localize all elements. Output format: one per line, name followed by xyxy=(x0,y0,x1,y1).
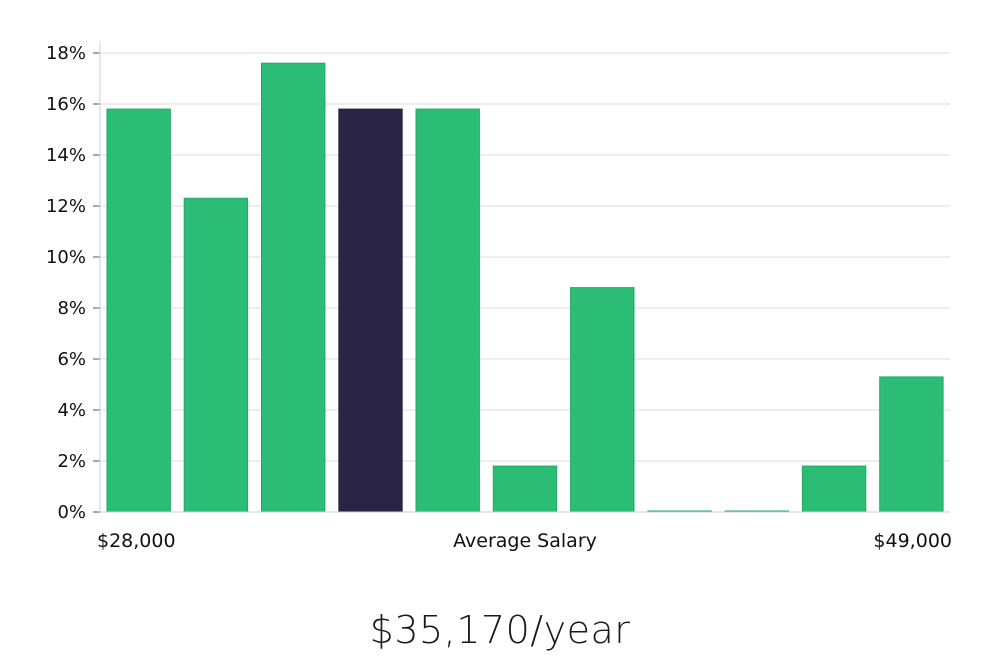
average-salary-value: $35,170/year xyxy=(369,608,631,652)
bars xyxy=(106,62,944,513)
bar xyxy=(801,465,867,513)
y-axis: 0% 2% 4% 6% 8% 10% 12% 14% 16% 18% xyxy=(46,43,100,523)
bar xyxy=(492,465,558,513)
bar xyxy=(183,197,249,513)
y-tick-label: 10% xyxy=(46,247,86,268)
y-tick-label: 18% xyxy=(46,43,86,64)
y-tick-label: 16% xyxy=(46,94,86,115)
y-tick-label: 8% xyxy=(57,298,86,319)
y-tick-label: 12% xyxy=(46,196,86,217)
y-tick-label: 0% xyxy=(57,502,86,523)
salary-histogram: 0% 2% 4% 6% 8% 10% 12% 14% 16% 18% $28,000 Averag… xyxy=(46,41,952,552)
y-tick-label: 14% xyxy=(46,145,86,166)
y-tick-label: 4% xyxy=(57,400,86,421)
bar xyxy=(415,108,480,513)
y-tick-label: 2% xyxy=(57,451,86,472)
y-tick-label: 6% xyxy=(57,349,86,370)
x-max-label: $49,000 xyxy=(873,530,952,552)
x-center-label: Average Salary xyxy=(453,530,597,552)
x-min-label: $28,000 xyxy=(97,530,176,552)
bar xyxy=(261,62,326,513)
bar xyxy=(570,287,635,513)
bar xyxy=(879,376,944,513)
bar xyxy=(106,108,171,513)
highlighted-bar xyxy=(338,108,403,513)
axis-lines xyxy=(99,41,950,513)
